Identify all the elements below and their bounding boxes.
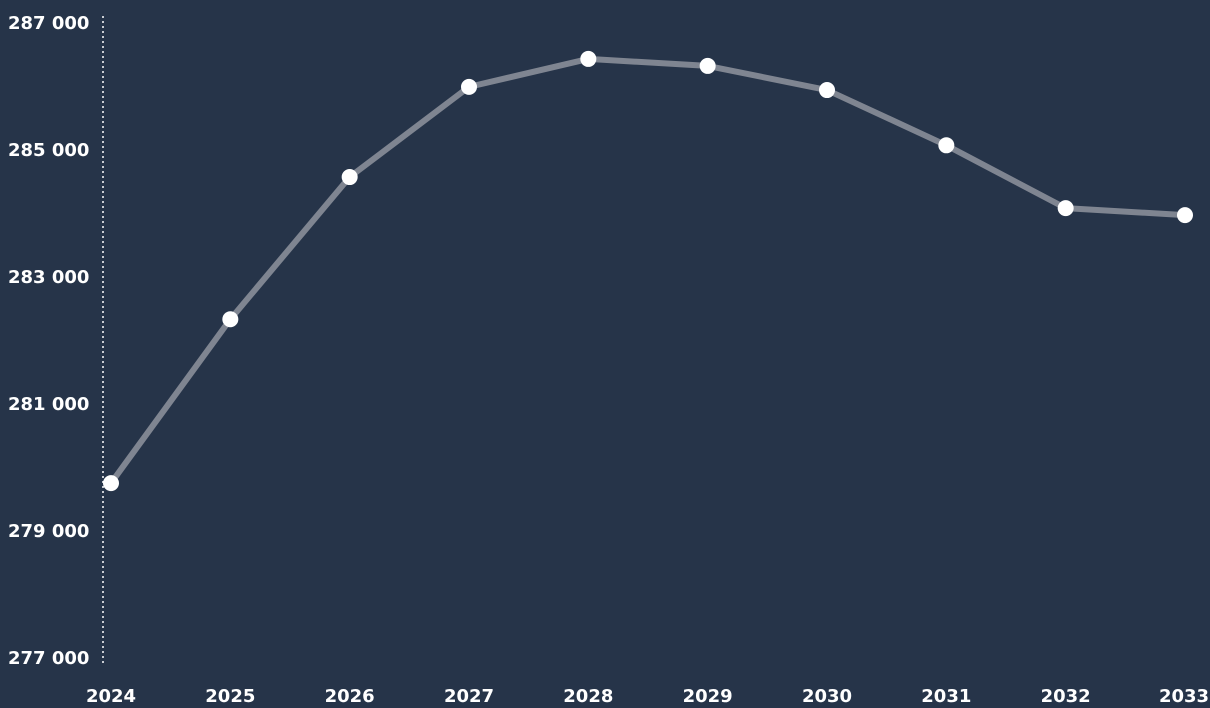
- y-tick-label: 285 000: [8, 140, 89, 161]
- x-tick-label: 2028: [563, 686, 613, 707]
- line: [108, 55, 1186, 485]
- marker: [222, 311, 239, 328]
- x-tick-label: 2029: [683, 686, 733, 707]
- marker: [699, 57, 716, 74]
- marker: [103, 475, 119, 492]
- marker: [938, 137, 955, 154]
- marker: [461, 78, 477, 95]
- x-tick-label: 2032: [1041, 686, 1091, 707]
- y-tick-label: 283 000: [8, 267, 89, 288]
- x-tick-label: 2026: [325, 686, 375, 707]
- marker: [1177, 207, 1193, 224]
- marker: [580, 50, 597, 67]
- y-tick-label: 277 000: [8, 648, 89, 669]
- y-tick-label: 281 000: [8, 394, 89, 415]
- x-tick-label: 2025: [205, 686, 255, 707]
- y-tick-label: 279 000: [8, 521, 89, 542]
- x-tick-label: 2024: [86, 686, 136, 707]
- marker: [819, 82, 835, 99]
- marker: [1057, 200, 1074, 217]
- y-tick-label: 287 000: [8, 13, 89, 34]
- x-tick-label: 2033: [1159, 686, 1209, 707]
- marker: [341, 169, 358, 186]
- x-tick-label: 2030: [802, 686, 852, 707]
- x-tick-label: 2027: [444, 686, 494, 707]
- x-tick-label: 2031: [921, 686, 971, 707]
